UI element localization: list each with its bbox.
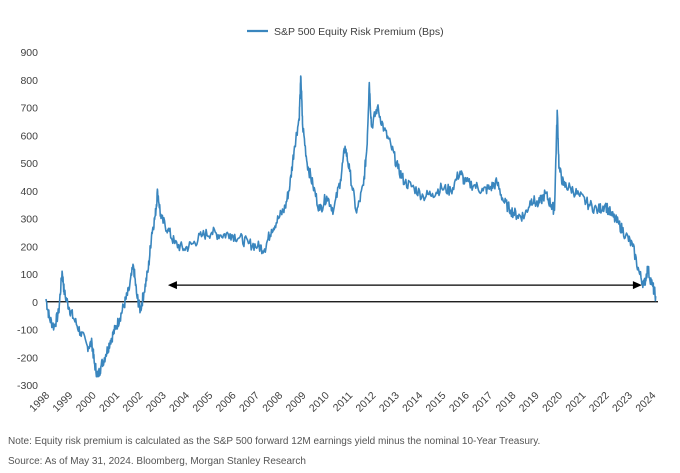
legend: S&P 500 Equity Risk Premium (Bps) [247,26,444,38]
x-tick-label: 2021 [563,390,588,415]
x-tick-label: 1998 [27,390,52,415]
x-tick-label: 2011 [331,390,356,415]
x-tick-label: 2015 [424,390,449,415]
legend-label: S&P 500 Equity Risk Premium (Bps) [274,26,444,38]
arrow-head-right [632,281,642,290]
y-axis-ticks: 900 800 700 600 500 400 300 200 100 0 -100 -200 -300 [17,47,38,392]
x-tick-label: 2022 [587,390,612,415]
x-tick-label: 2024 [633,390,658,415]
y-tick-label: 500 [20,158,38,170]
x-tick-label: 2019 [517,390,542,415]
footnote-note: Note: Equity risk premium is calculated … [8,436,541,447]
x-tick-label: 2012 [354,390,379,415]
y-tick-label: 100 [20,269,38,281]
x-tick-label: 2014 [400,390,425,415]
y-tick-label: 600 [20,130,38,142]
x-tick-label: 1999 [50,390,75,415]
x-axis-ticks: 1998199920002001200220032004200520062007… [27,390,658,415]
y-tick-label: 300 [20,214,38,226]
footnote-source: Source: As of May 31, 2024. Bloomberg, M… [8,456,306,467]
y-tick-label: 0 [32,297,38,309]
annotation-arrow [167,281,642,290]
x-tick-label: 2016 [447,390,472,415]
x-tick-label: 2003 [144,390,169,415]
y-tick-label: 700 [20,103,38,115]
y-tick-label: -300 [17,380,38,392]
y-tick-label: -200 [17,352,38,364]
x-tick-label: 2020 [540,390,565,415]
x-tick-label: 2017 [470,390,495,415]
x-tick-label: 2018 [493,390,518,415]
y-tick-label: 900 [20,47,38,59]
y-tick-label: 800 [20,75,38,87]
x-tick-label: 2000 [74,390,99,415]
x-tick-label: 2001 [97,390,122,415]
x-tick-label: 2006 [214,390,239,415]
x-tick-label: 2002 [120,390,145,415]
y-tick-label: 200 [20,241,38,253]
x-tick-label: 2007 [237,390,262,415]
arrow-head-left [167,281,177,290]
x-tick-label: 2013 [377,390,402,415]
x-tick-label: 2008 [260,390,285,415]
x-tick-label: 2004 [167,390,192,415]
y-tick-label: -100 [17,325,38,337]
series-line-equity-risk-premium [45,75,657,378]
x-tick-label: 2023 [610,390,635,415]
x-tick-label: 2010 [307,390,332,415]
y-tick-label: 400 [20,186,38,198]
x-tick-label: 2009 [284,390,309,415]
x-tick-label: 2005 [190,390,215,415]
